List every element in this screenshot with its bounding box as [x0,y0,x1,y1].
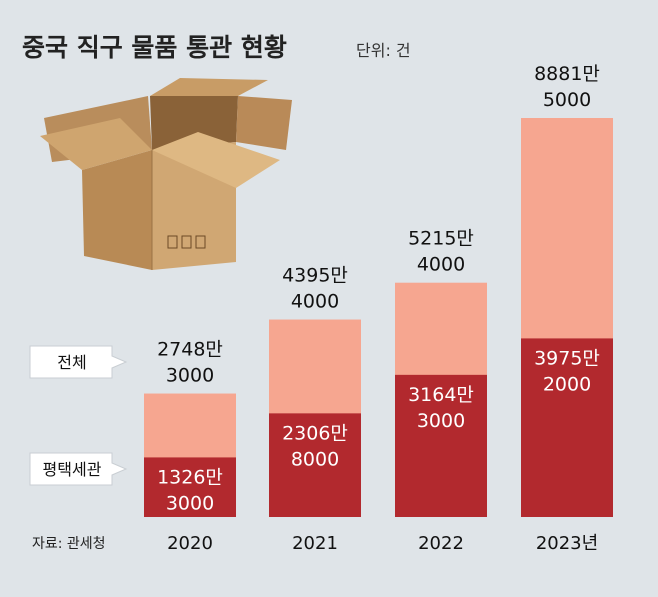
year-label-2: 2022 [418,533,464,554]
legend-sub: 평택세관 [29,452,128,486]
legend-sub-label: 평택세관 [43,460,102,479]
cardboard-box-illustration [40,78,292,270]
bars-group [144,118,613,517]
total-label-line2-3: 5000 [543,89,591,111]
bar-sub-0 [144,457,236,517]
year-label-1: 2021 [292,533,338,554]
chart-title: 중국 직구 물품 통관 현황 [22,33,287,62]
year-label-0: 2020 [167,533,213,554]
sub-label-line2-0: 3000 [166,492,214,514]
unit-label: 단위: 건 [356,41,411,60]
sub-label-line1-3: 3975만 [534,347,600,369]
total-label-line2-0: 3000 [166,365,214,387]
sub-label-line2-2: 3000 [417,410,465,432]
bar-sub-1 [269,413,361,517]
sub-label-line2-3: 2000 [543,373,591,395]
labels-group: 2748만 3000 1326만 3000 2020 4395만 4000 2306만 8000… [157,63,600,554]
source-label: 자료: 관세청 [32,536,106,552]
legend-total-label: 전체 [57,353,86,372]
total-label-line1-0: 2748만 [157,339,223,361]
year-label-3: 2023년 [536,533,598,554]
total-label-line1-2: 5215만 [408,228,474,250]
bar-sub-2 [395,374,487,517]
sub-label-line2-1: 8000 [291,448,339,470]
total-label-line2-1: 4000 [291,291,339,313]
sub-label-line1-2: 3164만 [408,384,474,406]
sub-label-line1-0: 1326만 [157,466,223,488]
legend-total: 전체 [29,345,128,379]
total-label-line2-2: 4000 [417,254,465,276]
sub-label-line1-1: 2306만 [282,422,348,444]
bar-sub-3 [521,338,613,517]
total-label-line1-1: 4395만 [282,265,348,287]
total-label-line1-3: 8881만 [534,63,600,85]
